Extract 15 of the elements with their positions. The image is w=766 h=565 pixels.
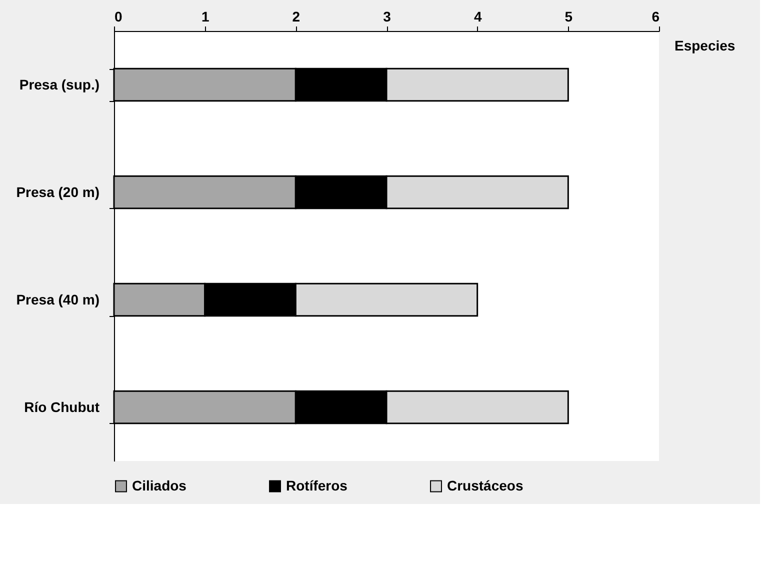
x-tick-label: 0 bbox=[114, 8, 122, 24]
x-axis-title: Especies bbox=[674, 38, 736, 54]
y-tick-label: Presa (20 m) bbox=[16, 184, 100, 200]
legend-label: Rotíferos bbox=[286, 477, 348, 494]
y-tick-label: Presa (40 m) bbox=[16, 291, 100, 308]
x-tick-label: 1 bbox=[201, 8, 210, 24]
legend-label: Crustáceos bbox=[447, 477, 524, 494]
x-tick-label: 4 bbox=[474, 8, 482, 24]
legend-label: Ciliados bbox=[132, 477, 187, 494]
x-tick-label: 6 bbox=[652, 8, 660, 24]
y-tick-label: Presa (sup.) bbox=[19, 76, 100, 92]
x-tick-label: 5 bbox=[564, 8, 573, 24]
x-tick-label: 2 bbox=[292, 8, 300, 24]
x-tick-label: 3 bbox=[383, 8, 392, 24]
y-tick-label: Río Chubut bbox=[24, 398, 100, 415]
